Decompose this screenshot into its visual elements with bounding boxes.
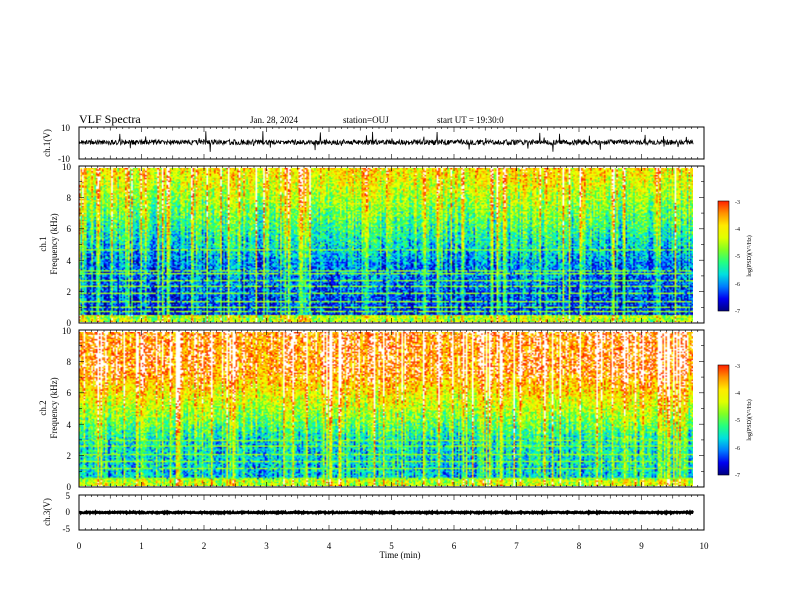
ch1-spectrogram-ticks: [78, 165, 705, 324]
cb2-tick-m5: -5: [735, 418, 740, 424]
xtick-3: 3: [264, 541, 269, 551]
cb1-tick-m5: -5: [735, 254, 740, 260]
xtick-4: 4: [327, 541, 332, 551]
ch3-waveform-trace: [78, 509, 694, 516]
cb1-tick-m6: -6: [735, 282, 740, 288]
ch1-ytick-top: 10: [61, 123, 71, 133]
ch1-freq-tick-0: 0: [67, 318, 72, 328]
ch1-frequency-ylabel: Frequency (kHz): [49, 213, 59, 274]
ch2-spectrogram-ytick-labels: 0 2 4 6 8 10: [62, 326, 72, 492]
xtick-5: 5: [389, 541, 394, 551]
figure-title: VLF Spectra: [79, 112, 141, 126]
ch2-spectrogram-ticks: [78, 329, 705, 488]
ch1-waveform-trace: [78, 131, 694, 152]
ch1-colorbar-ticks: -3 -4 -5 -6 -7: [735, 200, 740, 315]
ch1-waveform-ticks: [78, 127, 705, 159]
ch1-freq-tick-2: 2: [67, 287, 72, 297]
ch2-freq-tick-6: 6: [67, 388, 72, 398]
xtick-6: 6: [452, 541, 457, 551]
ch2-freq-tick-4: 4: [67, 420, 72, 430]
panel-ch1-waveform: 10 -10 ch.1(V): [42, 123, 705, 164]
ch1-freq-tick-10: 10: [62, 162, 72, 172]
cb2-tick-m7: -7: [735, 473, 740, 479]
ch1-colorbar: [717, 200, 730, 312]
ch1-freq-tick-8: 8: [67, 193, 72, 203]
xtick-2: 2: [202, 541, 207, 551]
time-axis-label: Time (min): [380, 550, 421, 560]
cb2-tick-m6: -6: [735, 446, 740, 452]
xtick-1: 1: [139, 541, 144, 551]
ch2-freq-tick-0: 0: [67, 482, 72, 492]
ch1-ytick-bottom: -10: [58, 154, 70, 164]
panel-ch3-waveform: 5 0 -5 ch.3(V): [42, 491, 705, 534]
station-label: station=OUJ: [343, 115, 389, 125]
ch3-waveform-ticks: [78, 495, 705, 530]
xtick-8: 8: [577, 541, 582, 551]
ch2-colorbar-ticks: -3 -4 -5 -6 -7: [735, 364, 740, 479]
panel-ch2-spectrogram: 0 2 4 6 8 10 ch.2 Frequency (kHz) -3 -4 …: [38, 326, 753, 492]
ch1-freq-tick-6: 6: [67, 224, 72, 234]
ch1-waveform-line: [78, 131, 694, 152]
ch1-spectrogram-image: [79, 168, 693, 322]
date-label: Jan. 28, 2024: [250, 115, 298, 125]
ch1-waveform-ylabel: ch.1(V): [42, 129, 52, 157]
ch2-colorbar: [717, 364, 730, 476]
ch2-spectrogram-image: [79, 332, 693, 486]
ch1-freq-tick-4: 4: [67, 256, 72, 266]
ch2-channel-label: ch.2: [38, 400, 48, 415]
ch3-waveform-ylabel: ch.3(V): [42, 498, 52, 526]
panel-ch1-spectrogram: 0 2 4 6 8 10 ch.1 Frequency (kHz) -3 -4 …: [38, 162, 753, 328]
xtick-0: 0: [77, 541, 82, 551]
ch2-freq-tick-10: 10: [62, 326, 72, 336]
ch1-colorbar-label: log(PSD)(V²/Hz): [746, 235, 753, 276]
cb2-tick-m4: -4: [735, 391, 740, 397]
ch3-ytick-top: 5: [66, 491, 71, 501]
ch2-freq-tick-8: 8: [67, 357, 72, 367]
cb1-tick-m7: -7: [735, 309, 740, 315]
xtick-9: 9: [639, 541, 644, 551]
xtick-7: 7: [514, 541, 519, 551]
time-axis-tick-labels: 0 1 2 3 4 5 6 7 8 9 10: [77, 541, 709, 551]
xtick-10: 10: [700, 541, 710, 551]
ch2-colorbar-label: log(PSD)(V²/Hz): [746, 399, 753, 440]
cb1-tick-m4: -4: [735, 227, 740, 233]
ch2-frequency-ylabel: Frequency (kHz): [49, 377, 59, 438]
start-time-label: start UT = 19:30:0: [437, 115, 504, 125]
ch1-channel-label: ch.1: [38, 236, 48, 251]
ch1-spectrogram-ytick-labels: 0 2 4 6 8 10: [62, 162, 72, 328]
cb2-tick-m3: -3: [735, 364, 740, 370]
cb1-tick-m3: -3: [735, 200, 740, 206]
ch3-waveform-line: [78, 509, 694, 516]
ch3-ytick-mid: 0: [66, 507, 71, 517]
ch3-ytick-bottom: -5: [63, 524, 71, 534]
ch2-freq-tick-2: 2: [67, 451, 72, 461]
